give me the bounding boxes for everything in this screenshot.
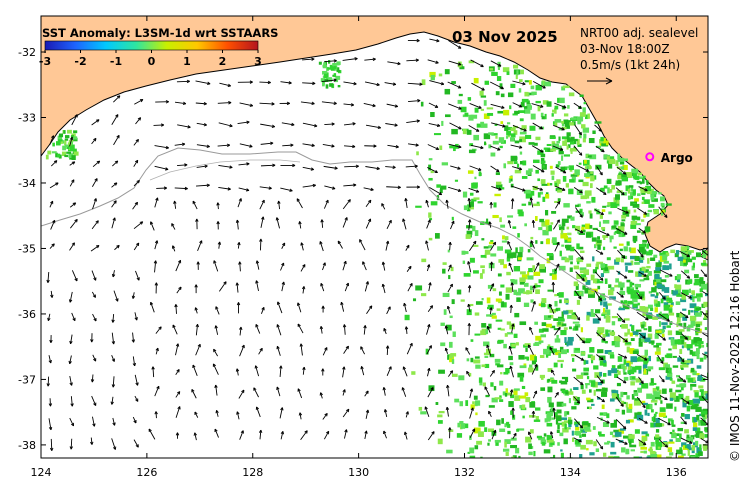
colorbar-tick-label: 1: [183, 55, 191, 68]
scale-arrow-icon: [587, 77, 613, 85]
colorbar: [44, 40, 259, 51]
colorbar-tick-label: -3: [39, 55, 51, 68]
map-date: 03 Nov 2025: [452, 28, 558, 46]
x-tick-label: 136: [666, 466, 687, 479]
y-tick-label: -32: [18, 46, 36, 59]
info-line-2: 03-Nov 18:00Z: [580, 42, 670, 56]
boundary-line: [41, 147, 708, 335]
colorbar-tick-label: -1: [110, 55, 122, 68]
y-tick-label: -37: [18, 373, 36, 386]
y-tick-label: -36: [18, 308, 36, 321]
colorbar-ticks: -3 -2 -1 0 1 2 3: [39, 50, 262, 68]
argo-label: Argo: [661, 151, 693, 165]
y-tick-label: -35: [18, 242, 36, 255]
x-tick-label: 134: [560, 466, 581, 479]
y-tick-label: -33: [18, 111, 36, 124]
current-vectors: [46, 38, 708, 451]
map-title: SST Anomaly: L3SM-1d wrt SSTAARS: [42, 26, 278, 40]
x-axis-ticks: 124 126 128 130 132 134 136: [31, 16, 687, 479]
boundary-line-inner: [149, 159, 301, 181]
x-tick-label: 126: [136, 466, 157, 479]
x-tick-label: 130: [348, 466, 369, 479]
y-axis-ticks: -32-33-34-35-36-37-38: [18, 46, 708, 452]
info-line-3: 0.5m/s (1kt 24h): [580, 58, 680, 72]
colorbar-tick-label: 0: [148, 55, 156, 68]
argo-float-marker: Argo: [645, 151, 693, 165]
y-tick-label: -38: [18, 439, 36, 452]
x-tick-label: 128: [242, 466, 263, 479]
plot-frame: [40, 15, 709, 459]
info-line-1: NRT00 adj. sealevel: [580, 26, 698, 40]
colorbar-tick-label: -2: [74, 55, 86, 68]
x-tick-label: 124: [31, 466, 52, 479]
credit-text: © IMOS 11-Nov-2025 12:16 Hobart: [728, 250, 742, 462]
x-tick-label: 132: [454, 466, 475, 479]
argo-circle-icon: [645, 152, 655, 162]
colorbar-tick-label: 3: [254, 55, 262, 68]
colorbar-tick-label: 2: [219, 55, 227, 68]
y-tick-label: -34: [18, 177, 36, 190]
sst-anomaly-layer: [45, 60, 708, 458]
